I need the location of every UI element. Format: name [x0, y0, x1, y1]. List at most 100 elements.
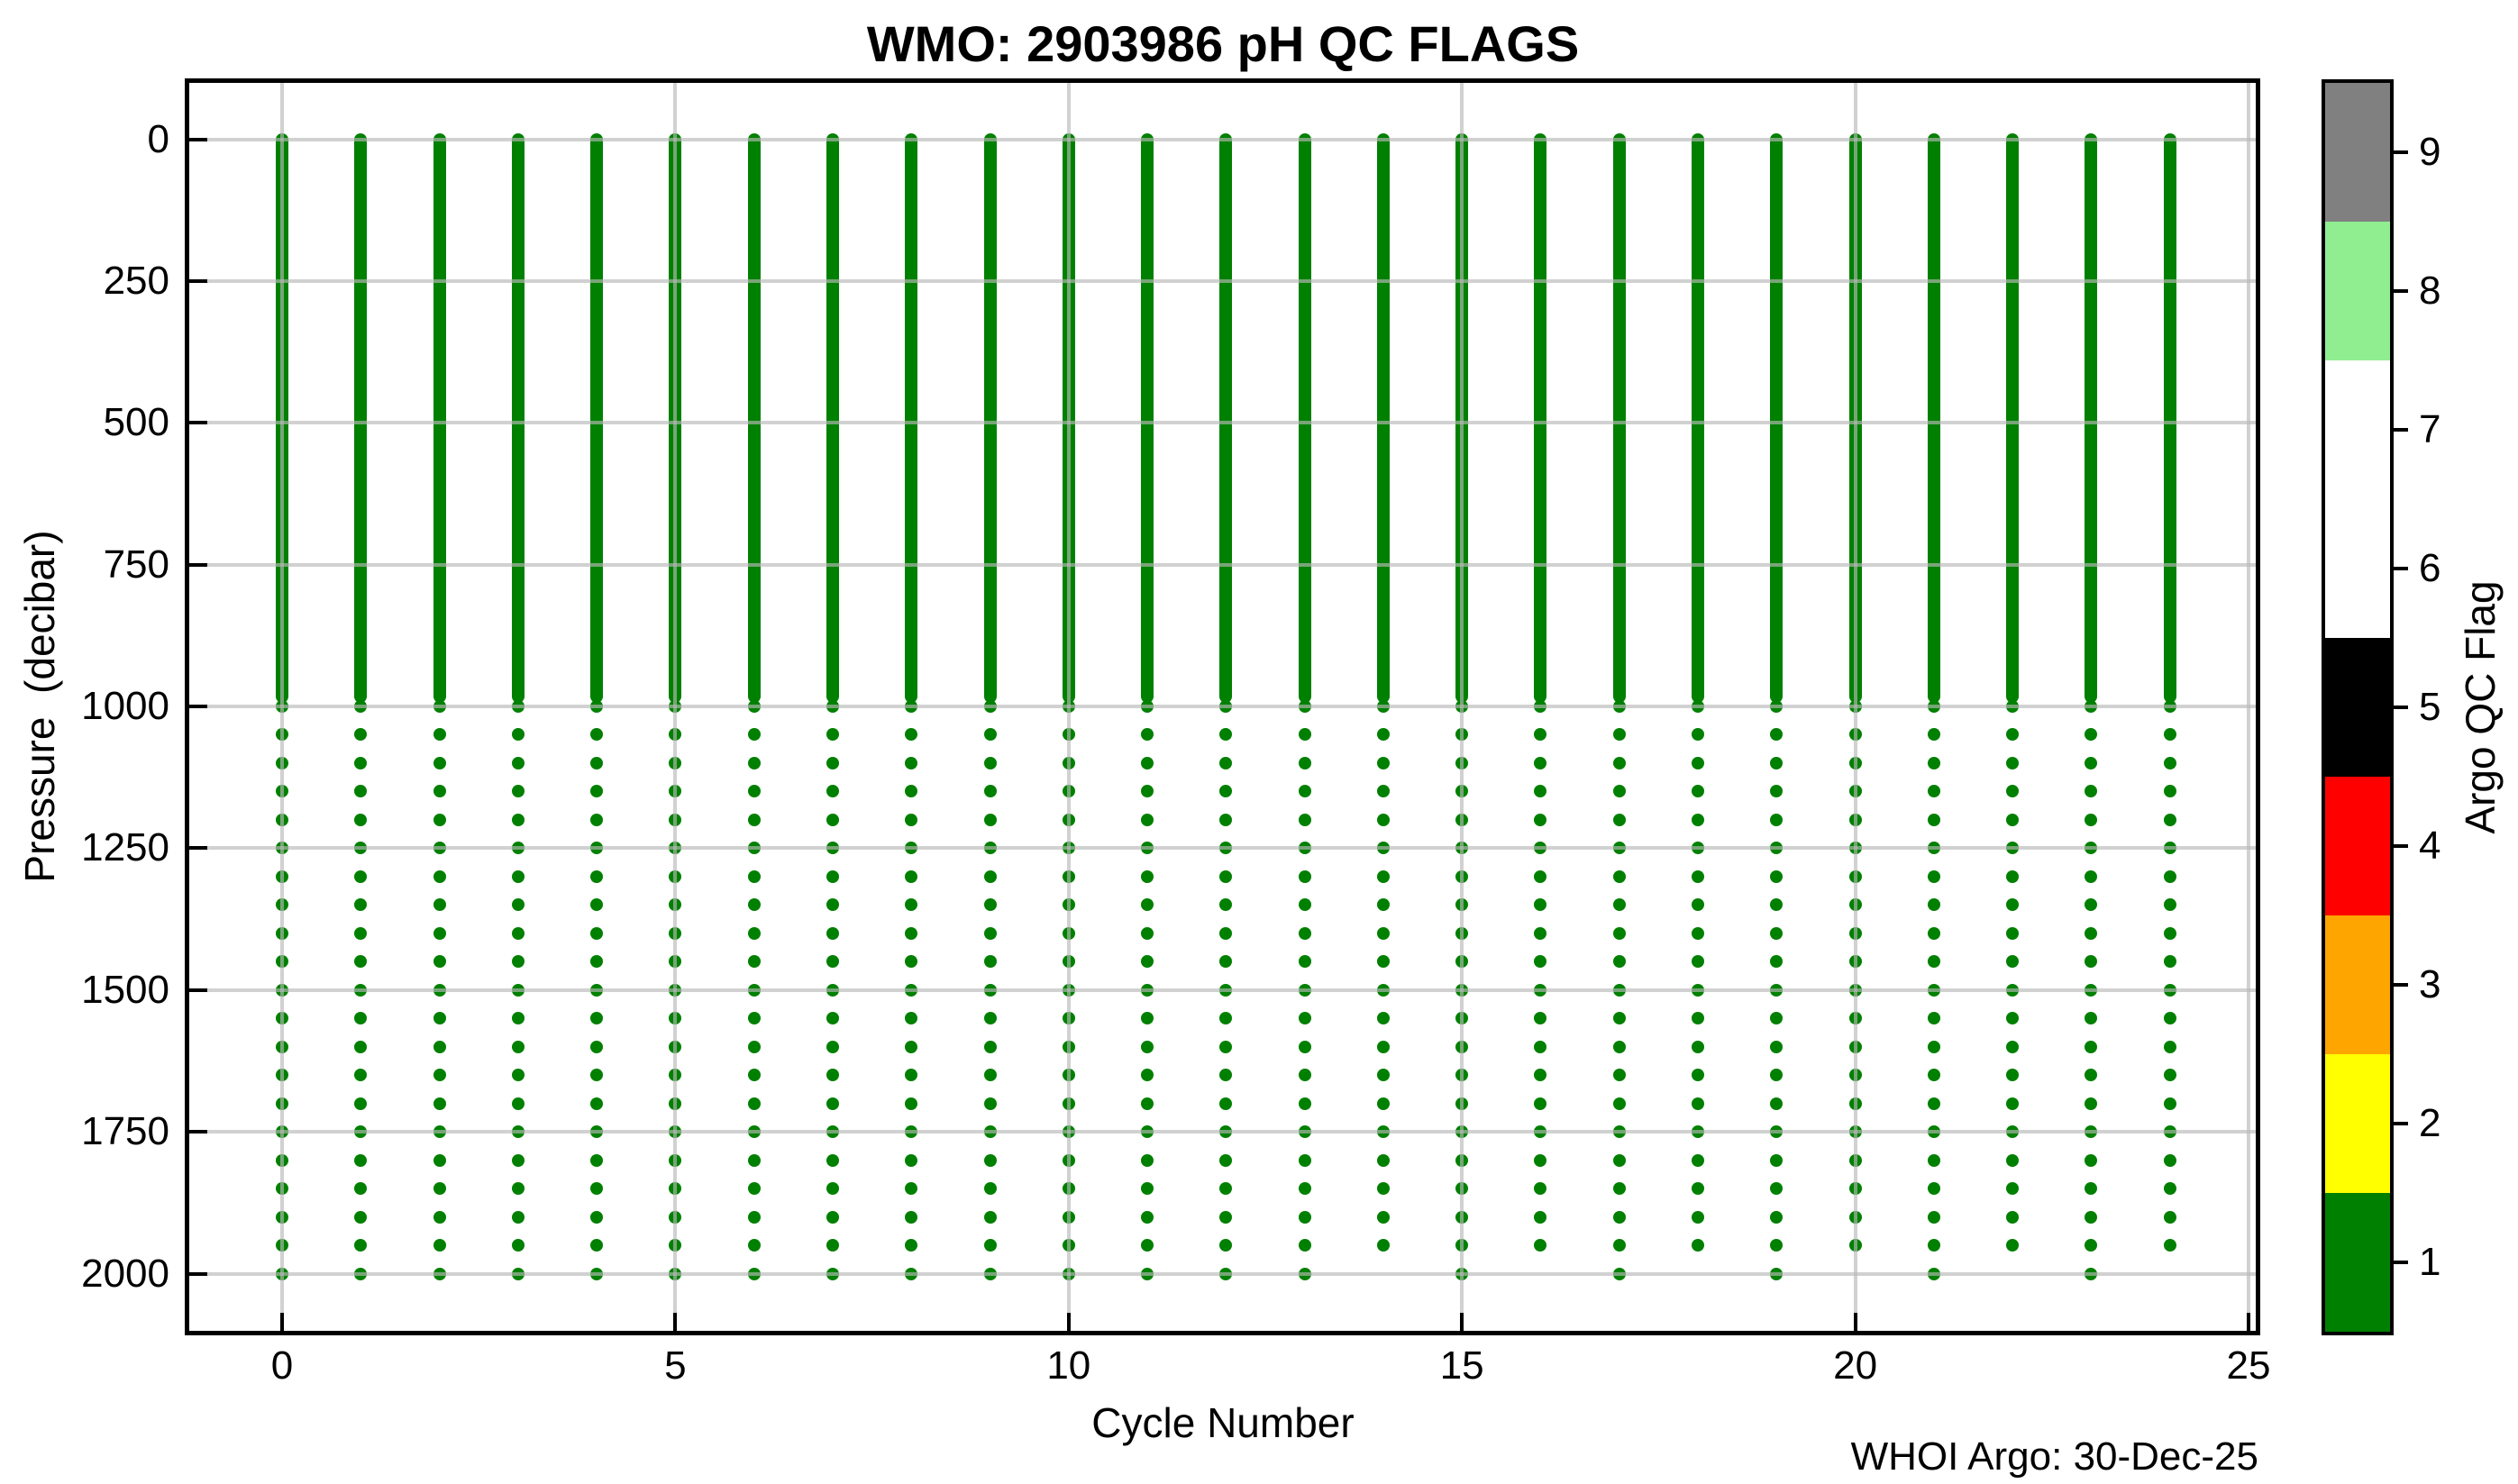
data-point	[511, 926, 525, 940]
data-point	[590, 785, 604, 798]
data-point	[511, 728, 525, 742]
data-point	[590, 1239, 604, 1252]
data-point	[1927, 926, 1940, 940]
data-point	[2163, 1210, 2176, 1224]
data-point	[747, 756, 761, 769]
data-point	[2006, 1182, 2020, 1196]
data-point	[433, 728, 446, 742]
data-point	[2085, 728, 2098, 742]
data-point	[2006, 785, 2020, 798]
data-point	[1927, 1153, 1940, 1167]
data-point	[1770, 869, 1784, 883]
data-point	[1141, 728, 1154, 742]
y-axis-tick	[189, 1271, 207, 1276]
data-point	[590, 1097, 604, 1110]
colorbar-tick	[2390, 1122, 2408, 1125]
data-point	[1770, 955, 1784, 969]
y-tick-label: 1250	[81, 825, 169, 870]
data-point	[1927, 1210, 1940, 1224]
data-point	[1692, 1210, 1705, 1224]
data-column-dense	[1141, 132, 1154, 704]
data-point	[2006, 756, 2020, 769]
data-point	[354, 728, 368, 742]
data-point	[511, 1012, 525, 1025]
data-point	[1612, 1069, 1626, 1082]
data-point	[1692, 869, 1705, 883]
data-point	[1927, 1097, 1940, 1110]
data-point	[826, 1097, 839, 1110]
data-point	[1692, 1239, 1705, 1252]
data-point	[354, 955, 368, 969]
y-tick-label: 1000	[81, 684, 169, 728]
data-point	[1770, 1012, 1784, 1025]
y-gridline	[189, 421, 2256, 425]
data-point	[747, 785, 761, 798]
colorbar-tick-label: 7	[2419, 407, 2441, 451]
data-point	[826, 1182, 839, 1196]
y-axis-tick	[189, 278, 207, 283]
data-point	[1612, 1153, 1626, 1167]
data-point	[511, 1069, 525, 1082]
data-point	[983, 1012, 997, 1025]
data-point	[1141, 1040, 1154, 1053]
data-point	[983, 926, 997, 940]
data-point	[1219, 1012, 1233, 1025]
data-point	[1534, 1210, 1547, 1224]
data-point	[826, 1239, 839, 1252]
data-point	[747, 1069, 761, 1082]
data-point	[433, 926, 446, 940]
data-point	[1298, 1012, 1311, 1025]
data-point	[590, 955, 604, 969]
data-column-dense	[2006, 132, 2020, 704]
data-point	[1927, 869, 1940, 883]
data-point	[826, 785, 839, 798]
data-point	[1141, 898, 1154, 912]
data-point	[354, 1012, 368, 1025]
data-point	[2163, 869, 2176, 883]
data-point	[1141, 1153, 1154, 1167]
data-point	[1376, 1210, 1390, 1224]
data-point	[747, 1210, 761, 1224]
data-point	[590, 926, 604, 940]
data-point	[983, 813, 997, 826]
data-point	[2163, 785, 2176, 798]
data-point	[1298, 1069, 1311, 1082]
data-point	[1141, 1239, 1154, 1252]
data-point	[1219, 1182, 1233, 1196]
colorbar-segment-flag-1	[2325, 1193, 2390, 1332]
y-axis-tick	[189, 562, 207, 567]
data-point	[354, 1153, 368, 1167]
data-point	[1612, 926, 1626, 940]
data-column-dense	[1770, 132, 1784, 704]
y-axis-tick	[189, 846, 207, 851]
data-point	[1534, 728, 1547, 742]
data-point	[1612, 813, 1626, 826]
data-point	[983, 898, 997, 912]
data-point	[747, 1182, 761, 1196]
data-point	[2163, 1069, 2176, 1082]
data-point	[1534, 955, 1547, 969]
colorbar-tick-label: 5	[2419, 685, 2441, 729]
data-point	[1927, 1040, 1940, 1053]
data-point	[354, 1040, 368, 1053]
data-point	[1141, 756, 1154, 769]
data-point	[590, 1182, 604, 1196]
x-axis-label: Cycle Number	[1091, 1399, 1355, 1446]
y-gridline	[189, 278, 2256, 283]
data-point	[1219, 728, 1233, 742]
data-point	[1141, 1182, 1154, 1196]
data-point	[354, 785, 368, 798]
data-point	[1141, 869, 1154, 883]
data-point	[1376, 869, 1390, 883]
data-point	[590, 1069, 604, 1082]
data-point	[433, 1069, 446, 1082]
colorbar-tick	[2390, 289, 2408, 293]
data-point	[2163, 1239, 2176, 1252]
data-point	[511, 1040, 525, 1053]
data-point	[747, 1040, 761, 1053]
data-point	[1612, 785, 1626, 798]
x-axis-tick	[673, 1313, 678, 1331]
data-point	[2085, 1012, 2098, 1025]
data-point	[1927, 1069, 1940, 1082]
